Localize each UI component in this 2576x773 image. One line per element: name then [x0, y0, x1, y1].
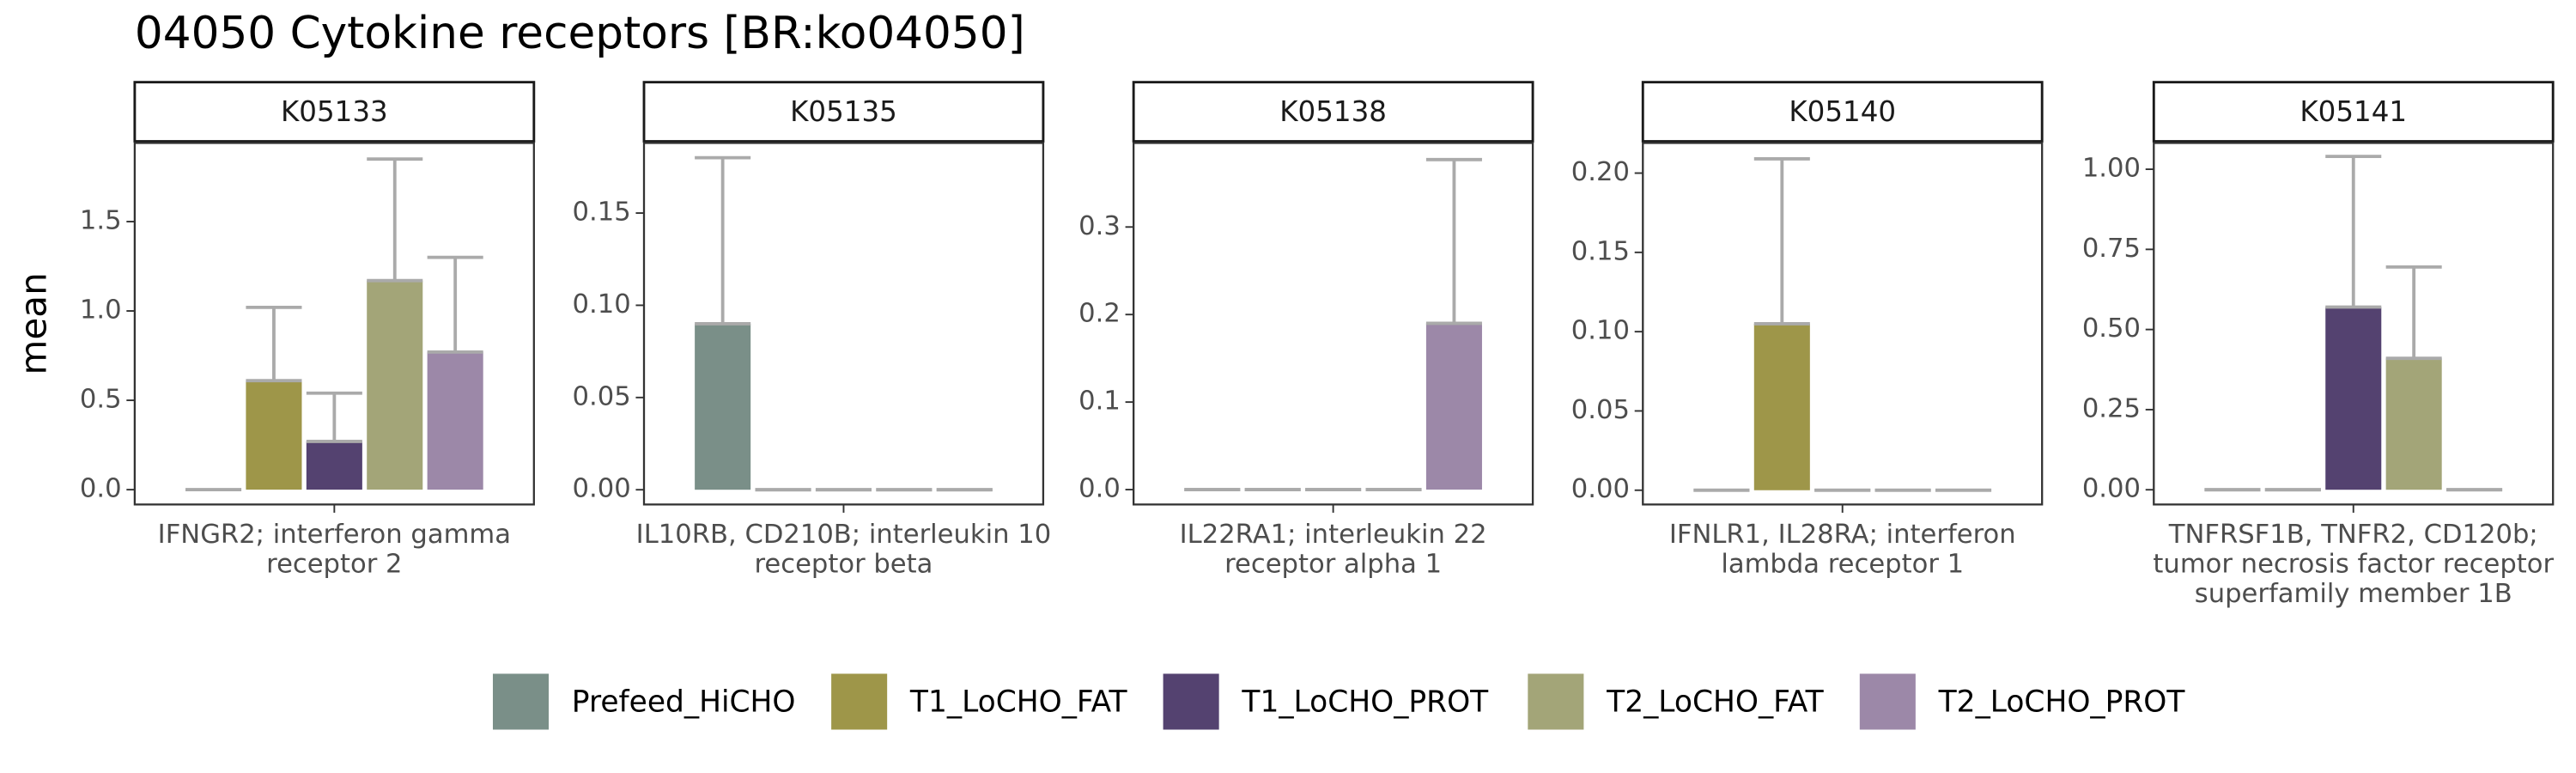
y-tick-label: 0.3 — [1078, 211, 1121, 241]
strip — [1132, 81, 1534, 143]
x-tick-label: IL22RA1; interleukin 22 — [1180, 520, 1487, 550]
bar — [695, 323, 751, 490]
legend-label: T1_LoCHO_PROT — [1241, 685, 1489, 719]
y-tick-label: 0.0 — [80, 474, 122, 504]
y-tick-label: 0.15 — [573, 198, 631, 228]
legend-swatch — [492, 673, 550, 730]
y-tick-label: 0.05 — [573, 381, 631, 411]
y-tick-label: 1.0 — [80, 295, 122, 326]
x-tick-label: receptor alpha 1 — [1224, 550, 1442, 580]
y-tick-label: 0.0 — [1078, 474, 1121, 504]
strip — [133, 81, 536, 143]
strip — [642, 81, 1045, 143]
y-tick-label: 1.00 — [2082, 154, 2141, 184]
x-tick-label: tumor necrosis factor receptor — [2153, 550, 2554, 580]
facet-title: K05141 — [2300, 95, 2407, 128]
chart-title: 04050 Cytokine receptors [BR:ko04050] — [135, 8, 1025, 59]
bar — [306, 441, 362, 490]
y-axis-label: mean — [13, 272, 55, 374]
bar — [367, 280, 423, 490]
x-tick-label: receptor beta — [755, 550, 933, 580]
x-tick-label: IL10RB, CD210B; interleukin 10 — [636, 520, 1052, 550]
bar — [2325, 307, 2382, 490]
bar — [427, 351, 483, 490]
y-tick-label: 0.00 — [2082, 474, 2141, 504]
y-tick-label: 0.2 — [1078, 299, 1121, 329]
bar — [1425, 323, 1482, 490]
y-tick-label: 0.15 — [1571, 236, 1630, 266]
legend-label: T2_LoCHO_PROT — [1938, 685, 2186, 719]
legend-swatch — [1859, 673, 1916, 730]
y-tick-label: 1.5 — [80, 206, 122, 236]
legend-swatch — [831, 673, 888, 730]
x-tick-label: IFNLR1, IL28RA; interferon — [1669, 520, 2016, 550]
y-tick-label: 0.5 — [80, 385, 122, 415]
bar — [1753, 323, 1810, 490]
legend-swatch — [1528, 673, 1584, 730]
bar — [2385, 358, 2442, 490]
y-tick-label: 0.00 — [1571, 474, 1630, 504]
bar — [246, 380, 302, 490]
y-tick-label: 0.10 — [1571, 316, 1630, 346]
facet-title: K05135 — [790, 95, 897, 128]
x-tick-label: IFNGR2; interferon gamma — [158, 520, 511, 550]
x-tick-label: receptor 2 — [266, 550, 402, 580]
legend-label: Prefeed_HiCHO — [572, 685, 796, 719]
y-tick-label: 0.1 — [1078, 386, 1121, 417]
x-tick-label: TNFRSF1B, TNFR2, CD120b; — [2168, 520, 2538, 550]
y-tick-label: 0.20 — [1571, 157, 1630, 187]
legend-label: T1_LoCHO_FAT — [909, 685, 1128, 719]
legend-label: T2_LoCHO_FAT — [1606, 685, 1825, 719]
y-tick-label: 0.75 — [2082, 234, 2141, 264]
x-tick-label: superfamily member 1B — [2195, 579, 2512, 609]
facet-title: K05133 — [281, 95, 388, 128]
y-tick-label: 0.25 — [2082, 393, 2141, 423]
facet-title: K05138 — [1279, 95, 1387, 128]
y-tick-label: 0.05 — [1571, 395, 1630, 425]
strip — [2152, 81, 2555, 143]
panel-border — [1642, 142, 2044, 506]
facet-title: K05140 — [1789, 95, 1896, 128]
x-tick-label: lambda receptor 1 — [1721, 550, 1964, 580]
y-tick-label: 0.00 — [573, 474, 631, 504]
y-tick-label: 0.50 — [2082, 313, 2141, 344]
y-tick-label: 0.10 — [573, 289, 631, 320]
legend-swatch — [1163, 673, 1219, 730]
strip — [1641, 81, 2044, 143]
